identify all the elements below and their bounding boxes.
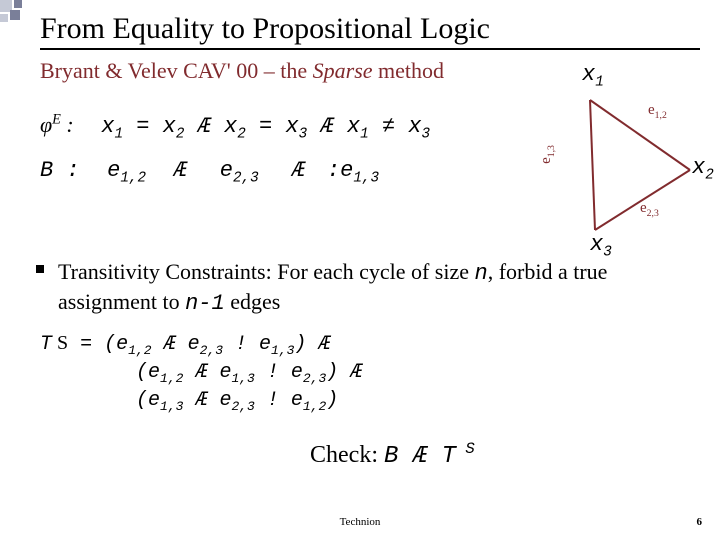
graph-edge-e13: e1,3 xyxy=(538,145,557,164)
page-number: 6 xyxy=(697,516,703,528)
graph-node-x3: x3 xyxy=(590,232,612,260)
b-e12: e1,2 xyxy=(107,158,146,183)
b-and1: Æ xyxy=(174,158,187,183)
corner-decoration xyxy=(0,0,40,40)
trans-text-a: Transitivity Constraints: For each cycle… xyxy=(58,259,475,284)
phi-formula: x1 = x2 Æ x2 = x3 Æ x1 ≠ x3 xyxy=(101,114,430,139)
ts-lhs: T S = xyxy=(40,333,104,356)
b-label: B : xyxy=(40,158,80,183)
graph-edge-e12: e1,2 xyxy=(648,102,667,121)
b-e23: e2,3 xyxy=(220,158,259,183)
ts-line1: (e1,2 Æ e2,3 ! e1,3) Æ xyxy=(104,333,330,356)
check-row: Check: B Æ T S xyxy=(310,440,475,470)
phi-row: φE : x1 = x2 Æ x2 = x3 Æ x1 ≠ x3 xyxy=(40,112,430,143)
b-row: B : e1,2 Æ e2,3 Æ :e1,3 xyxy=(40,156,379,186)
check-prefix: Check: xyxy=(310,442,384,468)
bullet-icon xyxy=(36,265,44,273)
slide-title: From Equality to Propositional Logic xyxy=(40,12,700,50)
subtitle-prefix: Bryant & Velev CAV' 00 – the xyxy=(40,58,313,83)
graph-node-x1: x1 xyxy=(582,62,604,90)
subtitle-suffix: method xyxy=(373,58,445,83)
footer-text: Technion xyxy=(0,516,720,528)
ts-line2: (e1,2 Æ e1,3 ! e2,3) Æ xyxy=(136,361,362,384)
b-neg: :e1,3 xyxy=(327,158,379,183)
subtitle-method: Sparse xyxy=(313,58,373,83)
slide-subtitle: Bryant & Velev CAV' 00 – the Sparse meth… xyxy=(40,58,444,84)
ts-block: T S = (e1,2 Æ e2,3 ! e1,3) Æ (e1,2 Æ e1,… xyxy=(40,330,362,416)
b-and2: Æ xyxy=(292,158,305,183)
trans-nm1: n-1 xyxy=(185,291,225,316)
ts-line3: (e1,3 Æ e2,3 ! e1,2) xyxy=(136,389,338,412)
graph-edge-e23: e2,3 xyxy=(640,200,659,219)
trans-text-c: edges xyxy=(225,289,281,314)
graph-node-x2: x2 xyxy=(692,155,714,183)
check-formula: B Æ T xyxy=(384,443,456,470)
trans-n: n xyxy=(475,261,488,286)
transitivity-paragraph: Transitivity Constraints: For each cycle… xyxy=(58,258,678,317)
check-sup: S xyxy=(456,443,475,470)
triangle-graph xyxy=(540,90,710,240)
phi-label: φE : xyxy=(40,112,74,137)
